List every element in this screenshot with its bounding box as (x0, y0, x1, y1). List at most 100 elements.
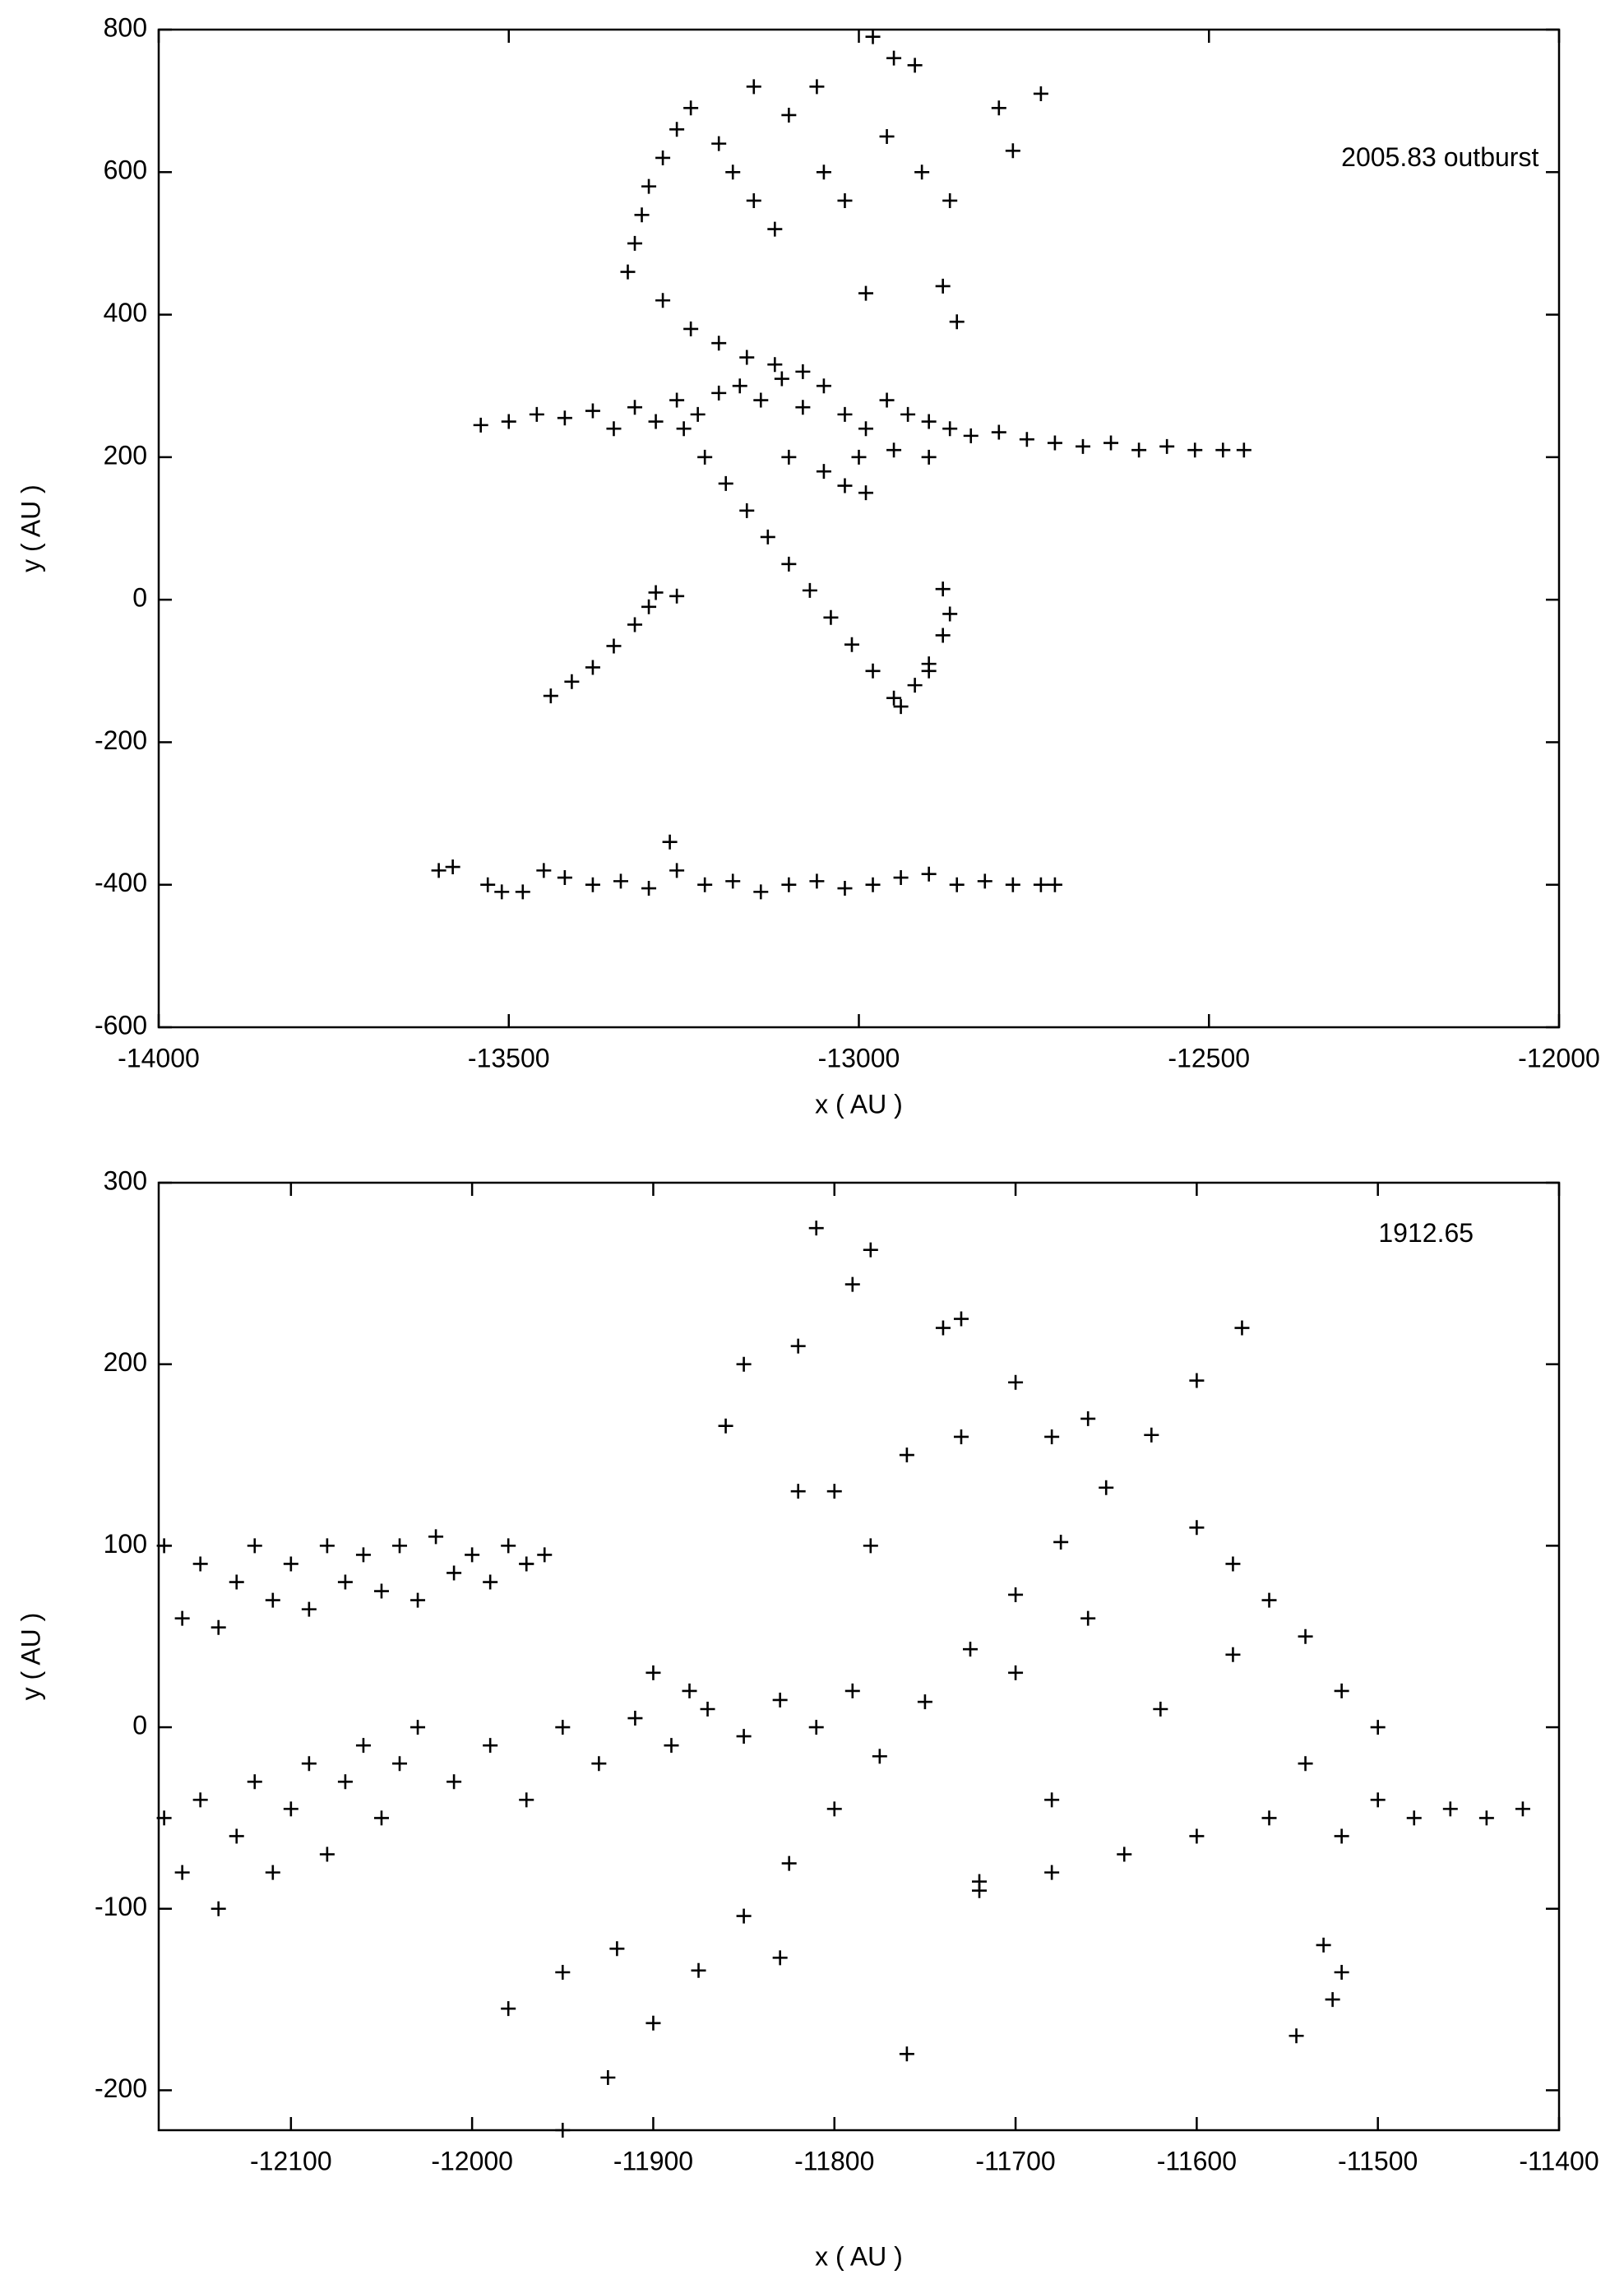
data-point (355, 1738, 371, 1754)
data-point (736, 1908, 752, 1924)
data-point (669, 588, 685, 604)
data-point (977, 873, 992, 889)
data-point (851, 449, 867, 465)
data-point (543, 688, 558, 704)
data-point (174, 1865, 190, 1880)
x-tick-label: -13000 (818, 1043, 900, 1073)
annotation: 2005.83 outburst (1341, 142, 1538, 172)
data-point (1261, 1810, 1277, 1826)
data-point (921, 414, 937, 429)
data-point (1044, 1792, 1060, 1808)
x-axis-label: x ( AU ) (815, 2241, 903, 2271)
y-tick-label: 200 (104, 440, 147, 470)
data-point (655, 150, 671, 165)
data-point (711, 136, 727, 151)
data-point (641, 178, 657, 194)
data-point (917, 1694, 932, 1710)
data-point (781, 107, 797, 123)
data-point (229, 1574, 244, 1590)
data-point (774, 371, 789, 387)
data-point (229, 1828, 244, 1844)
data-point (1044, 1865, 1060, 1880)
data-point (753, 884, 769, 900)
data-point (1103, 435, 1119, 451)
data-point (192, 1792, 208, 1808)
data-point (972, 1883, 988, 1898)
x-tick-label: -11900 (613, 2146, 693, 2175)
data-point (465, 1547, 480, 1563)
data-point (564, 674, 580, 689)
data-point (645, 2015, 661, 2031)
y-tick-label: 600 (104, 155, 147, 185)
data-point (718, 1418, 733, 1434)
data-point (641, 881, 657, 896)
data-point (1033, 877, 1048, 892)
data-point (844, 1276, 860, 1292)
data-point (725, 873, 741, 889)
data-point (953, 1311, 969, 1327)
data-point (446, 1565, 462, 1581)
data-point (746, 192, 761, 208)
data-point (473, 417, 488, 433)
x-tick-label: -11400 (1519, 2146, 1599, 2175)
data-point (1075, 438, 1090, 454)
data-point (494, 884, 510, 900)
data-point (772, 1692, 788, 1707)
y-tick-label: 100 (104, 1529, 147, 1559)
data-point (865, 877, 881, 892)
annotation: 1912.65 (1378, 1218, 1474, 1248)
data-point (664, 1738, 679, 1754)
data-point (858, 485, 874, 501)
data-point (648, 414, 664, 429)
data-point (606, 421, 622, 437)
data-point (1047, 435, 1062, 451)
data-point (691, 1962, 706, 1978)
data-point (795, 364, 811, 379)
data-point (1047, 877, 1062, 892)
data-point (600, 2070, 616, 2085)
y-tick-label: 0 (132, 583, 147, 613)
data-point (963, 428, 979, 443)
data-point (935, 1320, 951, 1336)
data-point (1080, 1411, 1096, 1426)
data-point (809, 873, 825, 889)
y-tick-label: 200 (104, 1347, 147, 1377)
y-axis-label: y ( AU ) (16, 1613, 45, 1701)
data-point (1099, 1480, 1114, 1495)
data-point (501, 2001, 516, 2017)
data-point (410, 1592, 426, 1608)
data-point (1033, 86, 1048, 101)
data-point (1406, 1810, 1422, 1826)
data-point (283, 1556, 298, 1572)
data-point (893, 699, 909, 715)
data-point (634, 207, 650, 223)
data-point (1478, 1810, 1494, 1826)
data-point (711, 336, 727, 351)
x-tick-label: -14000 (118, 1043, 200, 1073)
data-point (858, 421, 874, 437)
data-point (907, 58, 923, 73)
data-point (844, 637, 859, 652)
data-point (865, 663, 881, 679)
data-point (483, 1574, 498, 1590)
data-point (585, 877, 600, 892)
data-point (392, 1756, 408, 1772)
data-point (1370, 1720, 1386, 1735)
data-point (809, 79, 825, 95)
data-point (921, 449, 937, 465)
data-point (683, 321, 699, 336)
data-point (935, 581, 951, 597)
data-point (1442, 1801, 1458, 1817)
data-point (627, 235, 643, 251)
data-point (767, 357, 783, 373)
data-point (962, 1642, 978, 1657)
data-point (790, 1484, 806, 1499)
y-tick-label: -100 (95, 1892, 147, 1921)
x-tick-label: -11600 (1157, 2146, 1237, 2175)
data-point (627, 1711, 643, 1726)
data-point (844, 1683, 860, 1698)
data-point (921, 663, 937, 679)
data-point (483, 1738, 498, 1754)
data-point (1080, 1610, 1096, 1626)
